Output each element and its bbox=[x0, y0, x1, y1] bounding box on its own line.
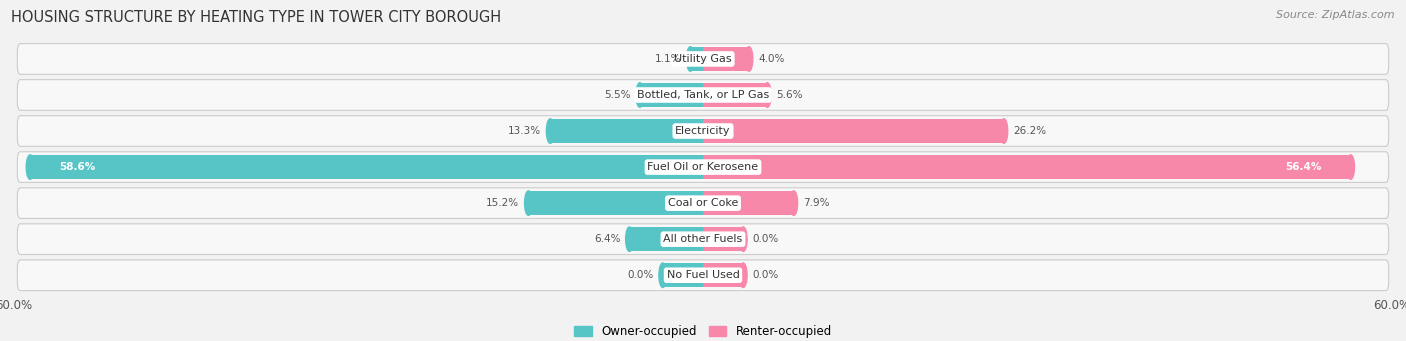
Bar bbox=[690, 47, 703, 71]
FancyBboxPatch shape bbox=[17, 44, 1389, 74]
FancyBboxPatch shape bbox=[17, 80, 1389, 110]
Text: 6.4%: 6.4% bbox=[593, 234, 620, 244]
Text: 26.2%: 26.2% bbox=[1012, 126, 1046, 136]
Text: Electricity: Electricity bbox=[675, 126, 731, 136]
Bar bbox=[703, 47, 749, 71]
Circle shape bbox=[636, 83, 644, 107]
Bar bbox=[529, 191, 703, 216]
Text: 1.1%: 1.1% bbox=[655, 54, 681, 64]
Circle shape bbox=[1347, 155, 1354, 179]
Circle shape bbox=[745, 47, 752, 71]
Circle shape bbox=[763, 83, 772, 107]
Bar bbox=[703, 191, 794, 216]
Text: 58.6%: 58.6% bbox=[59, 162, 96, 172]
Bar bbox=[703, 263, 744, 287]
Bar bbox=[703, 83, 768, 107]
Circle shape bbox=[740, 227, 747, 251]
FancyBboxPatch shape bbox=[17, 152, 1389, 182]
Circle shape bbox=[626, 227, 634, 251]
Bar bbox=[703, 155, 1351, 179]
Bar bbox=[703, 227, 744, 251]
Circle shape bbox=[740, 263, 747, 287]
Circle shape bbox=[686, 47, 695, 71]
Text: Fuel Oil or Kerosene: Fuel Oil or Kerosene bbox=[647, 162, 759, 172]
Circle shape bbox=[27, 155, 34, 179]
Text: 13.3%: 13.3% bbox=[508, 126, 541, 136]
Text: No Fuel Used: No Fuel Used bbox=[666, 270, 740, 280]
Bar bbox=[703, 119, 1004, 143]
Text: Source: ZipAtlas.com: Source: ZipAtlas.com bbox=[1277, 10, 1395, 20]
Text: 56.4%: 56.4% bbox=[1285, 162, 1322, 172]
Text: 0.0%: 0.0% bbox=[627, 270, 654, 280]
Text: 0.0%: 0.0% bbox=[752, 234, 779, 244]
FancyBboxPatch shape bbox=[17, 224, 1389, 254]
Circle shape bbox=[524, 191, 533, 216]
Legend: Owner-occupied, Renter-occupied: Owner-occupied, Renter-occupied bbox=[569, 321, 837, 341]
Text: Utility Gas: Utility Gas bbox=[675, 54, 731, 64]
Bar bbox=[30, 155, 703, 179]
Text: Coal or Coke: Coal or Coke bbox=[668, 198, 738, 208]
Bar bbox=[630, 227, 703, 251]
FancyBboxPatch shape bbox=[17, 116, 1389, 146]
Text: 7.9%: 7.9% bbox=[803, 198, 830, 208]
Text: 0.0%: 0.0% bbox=[752, 270, 779, 280]
Text: HOUSING STRUCTURE BY HEATING TYPE IN TOWER CITY BOROUGH: HOUSING STRUCTURE BY HEATING TYPE IN TOW… bbox=[11, 10, 502, 25]
Circle shape bbox=[1000, 119, 1008, 143]
Text: 5.5%: 5.5% bbox=[605, 90, 631, 100]
Bar bbox=[640, 83, 703, 107]
Bar bbox=[662, 263, 703, 287]
Circle shape bbox=[659, 263, 666, 287]
FancyBboxPatch shape bbox=[17, 260, 1389, 291]
Circle shape bbox=[790, 191, 797, 216]
Text: All other Fuels: All other Fuels bbox=[664, 234, 742, 244]
Circle shape bbox=[547, 119, 554, 143]
Text: 15.2%: 15.2% bbox=[486, 198, 519, 208]
Text: Bottled, Tank, or LP Gas: Bottled, Tank, or LP Gas bbox=[637, 90, 769, 100]
Text: 4.0%: 4.0% bbox=[758, 54, 785, 64]
FancyBboxPatch shape bbox=[17, 188, 1389, 219]
Bar bbox=[550, 119, 703, 143]
Text: 5.6%: 5.6% bbox=[776, 90, 803, 100]
